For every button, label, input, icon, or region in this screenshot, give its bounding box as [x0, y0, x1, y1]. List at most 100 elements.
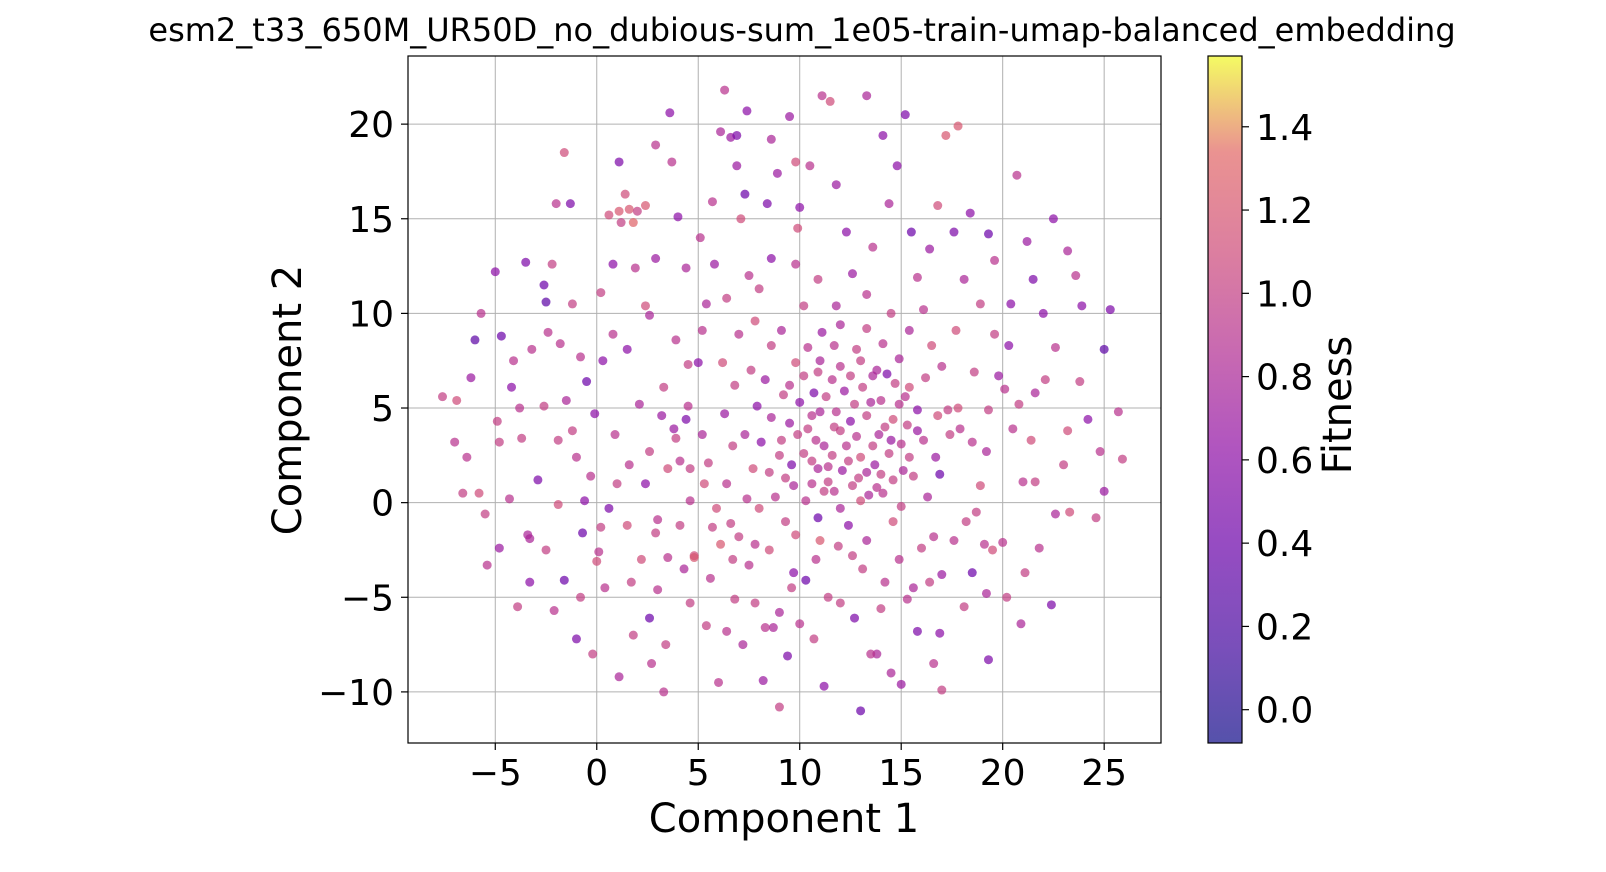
colorbar-tick-label: 1.2: [1256, 191, 1313, 232]
scatter-point: [1040, 375, 1050, 385]
scatter-point: [925, 244, 935, 254]
scatter-point: [807, 479, 817, 489]
scatter-point: [833, 541, 843, 551]
scatter-point: [1006, 299, 1016, 309]
y-tick-label: 0: [371, 484, 394, 525]
scatter-point: [1063, 426, 1073, 436]
scatter-point: [671, 433, 681, 443]
scatter-point: [839, 386, 849, 396]
scatter-point: [685, 598, 695, 608]
scatter-point: [576, 352, 586, 362]
scatter-point: [614, 672, 624, 682]
scatter-point: [862, 535, 872, 545]
scatter-point: [596, 288, 606, 298]
scatter-point: [971, 507, 981, 517]
scatter-point: [793, 223, 803, 233]
scatter-point: [1014, 399, 1024, 409]
scatter-point: [744, 271, 754, 281]
scatter-point: [764, 467, 774, 477]
scatter-point: [748, 464, 758, 474]
scatter-point: [766, 254, 776, 264]
scatter-point: [746, 365, 756, 375]
scatter-point: [766, 341, 776, 351]
scatter-point: [894, 554, 904, 564]
scatter-point: [716, 539, 726, 549]
scatter-point: [1075, 377, 1085, 387]
scatter-point: [807, 411, 817, 421]
scatter-point: [878, 130, 888, 140]
scatter-point: [831, 180, 841, 190]
scatter-point: [667, 157, 677, 167]
scatter-point: [657, 411, 667, 421]
scatter-point: [474, 488, 484, 498]
scatter-point: [762, 199, 772, 209]
scatter-point: [703, 458, 713, 468]
scatter-point: [795, 397, 805, 407]
scatter-point: [521, 257, 531, 267]
scatter-point: [1065, 507, 1075, 517]
scatter-point: [722, 293, 732, 303]
scatter-point: [722, 626, 732, 636]
scatter-point: [983, 405, 993, 415]
scatter-point: [935, 469, 945, 479]
scatter-point: [561, 395, 571, 405]
scatter-point: [931, 452, 941, 462]
scatter-point: [720, 85, 730, 95]
scatter-point: [701, 299, 711, 309]
scatter-point: [1077, 301, 1087, 311]
scatter-point: [959, 274, 969, 284]
scatter-point: [722, 479, 732, 489]
scatter-point: [801, 575, 811, 585]
scatter-point: [707, 522, 717, 532]
scatter-point: [681, 263, 691, 273]
scatter-point: [874, 430, 884, 440]
scatter-point: [856, 706, 866, 716]
scatter-point: [452, 395, 462, 405]
scatter-point: [659, 382, 669, 392]
scatter-point: [634, 399, 644, 409]
scatter-point: [622, 344, 632, 354]
scatter-point: [813, 513, 823, 523]
scatter-point: [541, 545, 551, 555]
scatter-point: [856, 452, 866, 462]
scatter-point: [878, 339, 888, 349]
scatter-point: [604, 210, 614, 220]
colorbar: 0.0 0.2 0.4 0.6 0.8 1.0 1.2 1.4: [1207, 55, 1313, 744]
scatter-point: [990, 329, 1000, 339]
scatter-point: [852, 344, 862, 354]
scatter-point: [718, 358, 728, 368]
scatter-point: [645, 447, 655, 457]
scatter-point: [653, 585, 663, 595]
scatter-point: [981, 447, 991, 457]
scatter-point: [983, 229, 993, 239]
scatter-point: [604, 503, 614, 513]
scatter-point: [592, 556, 602, 566]
scatter-point: [730, 380, 740, 390]
scatter-point: [862, 467, 872, 477]
scatter-point: [929, 532, 939, 542]
y-tick-label: −5: [341, 578, 394, 619]
scatter-point: [636, 554, 646, 564]
scatter-point: [515, 403, 525, 413]
scatter-point: [590, 409, 600, 419]
scatter-point: [768, 623, 778, 633]
scatter-point: [858, 564, 868, 574]
scatter-point: [872, 483, 882, 493]
y-tick-label: 20: [348, 105, 394, 146]
scatter-point: [494, 543, 504, 553]
scatter-point: [983, 655, 993, 665]
scatter-point: [1004, 341, 1014, 351]
scatter-point: [492, 416, 502, 426]
scatter-point: [726, 518, 736, 528]
scatter-point: [653, 515, 663, 525]
scatter-point: [856, 496, 866, 506]
scatter-point: [876, 604, 886, 614]
scatter-point: [750, 598, 760, 608]
scatter-point: [742, 494, 752, 504]
scatter-point: [630, 263, 640, 273]
scatter-point: [850, 613, 860, 623]
scatter-point: [645, 310, 655, 320]
scatter-point: [614, 206, 624, 216]
scatter-point: [862, 91, 872, 101]
scatter-point: [628, 218, 638, 228]
